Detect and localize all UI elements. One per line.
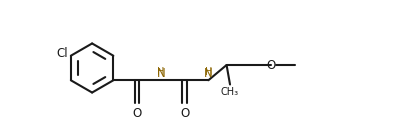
Text: N: N — [156, 67, 165, 80]
Text: N: N — [204, 67, 213, 80]
Text: Cl: Cl — [56, 47, 68, 60]
Text: H: H — [157, 67, 164, 77]
Text: H: H — [205, 67, 212, 77]
Text: O: O — [267, 58, 276, 72]
Text: O: O — [133, 107, 142, 120]
Text: O: O — [180, 107, 189, 120]
Text: CH₃: CH₃ — [221, 87, 239, 97]
